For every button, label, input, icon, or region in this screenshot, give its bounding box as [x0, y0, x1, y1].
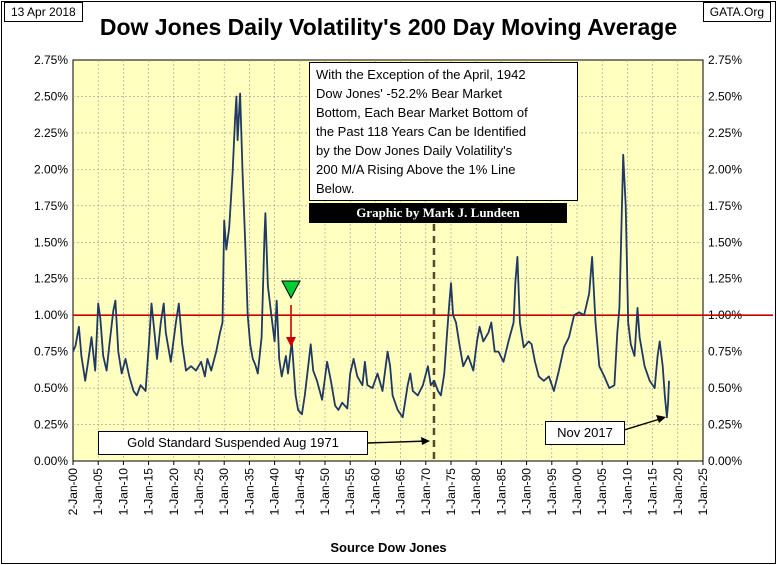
y-tick-label-right: 2.50%	[708, 89, 742, 103]
note-line: the Past 118 Years Can be Identified	[316, 124, 527, 139]
source-site-label: GATA.Org	[702, 2, 771, 22]
x-tick-label: 1-Jan-05	[595, 468, 609, 516]
x-tick-label: 1-Jan-05	[91, 468, 105, 516]
gold-standard-arrow	[366, 440, 429, 444]
y-tick-label-left: 1.75%	[34, 199, 68, 213]
note-line: With the Exception of the April, 1942	[316, 67, 526, 82]
y-tick-label-left: 0.00%	[34, 454, 68, 468]
x-axis-label: Source Dow Jones	[330, 540, 447, 555]
y-tick-label-left: 0.50%	[34, 381, 68, 395]
y-tick-label-right: 0.25%	[708, 418, 742, 432]
y-tick-label-left: 1.25%	[34, 272, 68, 286]
x-tick-label: 1-Jan-00	[570, 468, 584, 516]
note-box: With the Exception of the April, 1942 Do…	[309, 62, 578, 201]
x-tick-label: 1-Jan-20	[167, 468, 181, 516]
y-tick-label-right: 0.75%	[708, 345, 742, 359]
nov-2017-arrowhead-icon	[656, 415, 666, 423]
x-tick-label: 1-Jan-95	[545, 468, 559, 516]
y-tick-label-left: 2.25%	[34, 126, 68, 140]
gold-standard-arrowhead-icon	[421, 437, 430, 445]
note-line: 200 M/A Rising Above the 1% Line	[316, 162, 516, 177]
x-tick-label: 1-Jan-45	[293, 468, 307, 516]
x-tick-label: 1-Jan-25	[696, 468, 710, 516]
x-tick-label: 1-Jan-20	[671, 468, 685, 516]
nov-2017-label: Nov 2017	[545, 421, 625, 445]
y-tick-label-left: 0.25%	[34, 418, 68, 432]
x-tick-label: 2-Jan-00	[66, 468, 80, 516]
x-tick-label: 1-Jan-35	[242, 468, 256, 516]
volatility-line	[72, 92, 670, 419]
x-tick-label: 1-Jan-10	[116, 468, 130, 516]
y-tick-label-right: 1.25%	[708, 272, 742, 286]
date-label: 13 Apr 2018	[4, 2, 83, 22]
x-tick-label: 1-Jan-60	[368, 468, 382, 516]
y-tick-label-left: 2.75%	[34, 53, 68, 67]
x-tick-label: 1-Jan-75	[444, 468, 458, 516]
x-tick-label: 1-Jan-10	[620, 468, 634, 516]
y-tick-label-right: 1.75%	[708, 199, 742, 213]
nov-2017-arrow	[623, 418, 661, 431]
chart-title: Dow Jones Daily Volatility's 200 Day Mov…	[99, 14, 678, 40]
y-tick-label-left: 1.50%	[34, 235, 68, 249]
x-tick-label: 1-Jan-70	[419, 468, 433, 516]
note-line: Below.	[316, 181, 355, 196]
y-tick-label-right: 1.50%	[708, 235, 742, 249]
y-tick-label-left: 2.50%	[34, 89, 68, 103]
x-tick-label: 1-Jan-50	[318, 468, 332, 516]
y-tick-label-right: 0.00%	[708, 454, 742, 468]
x-tick-label: 1-Jan-90	[520, 468, 534, 516]
note-line: by the Dow Jones Daily Volatility's	[316, 143, 513, 158]
y-tick-label-right: 2.75%	[708, 53, 742, 67]
x-tick-label: 1-Jan-30	[217, 468, 231, 516]
y-tick-label-right: 2.25%	[708, 126, 742, 140]
green-triangle-icon	[281, 280, 301, 300]
y-tick-label-right: 0.50%	[708, 381, 742, 395]
y-tick-label-left: 1.00%	[34, 308, 68, 322]
note-line: Dow Jones' -52.2% Bear Market	[316, 86, 503, 101]
x-tick-label: 1-Jan-15	[646, 468, 660, 516]
x-tick-label: 1-Jan-15	[142, 468, 156, 516]
x-tick-label: 1-Jan-65	[394, 468, 408, 516]
x-tick-label: 1-Jan-55	[343, 468, 357, 516]
y-tick-label-left: 2.00%	[34, 162, 68, 176]
note-line: Bottom, Each Bear Market Bottom of	[316, 105, 528, 120]
x-tick-label: 1-Jan-25	[192, 468, 206, 516]
x-tick-label: 1-Jan-80	[469, 468, 483, 516]
gold-standard-label: Gold Standard Suspended Aug 1971	[98, 431, 368, 455]
red-arrow-head-icon	[286, 337, 296, 347]
credit-label: Graphic by Mark J. Lundeen	[309, 203, 567, 223]
y-tick-label-left: 0.75%	[34, 345, 68, 359]
y-tick-label-right: 2.00%	[708, 162, 742, 176]
x-tick-label: 1-Jan-40	[268, 468, 282, 516]
x-tick-label: 1-Jan-85	[494, 468, 508, 516]
